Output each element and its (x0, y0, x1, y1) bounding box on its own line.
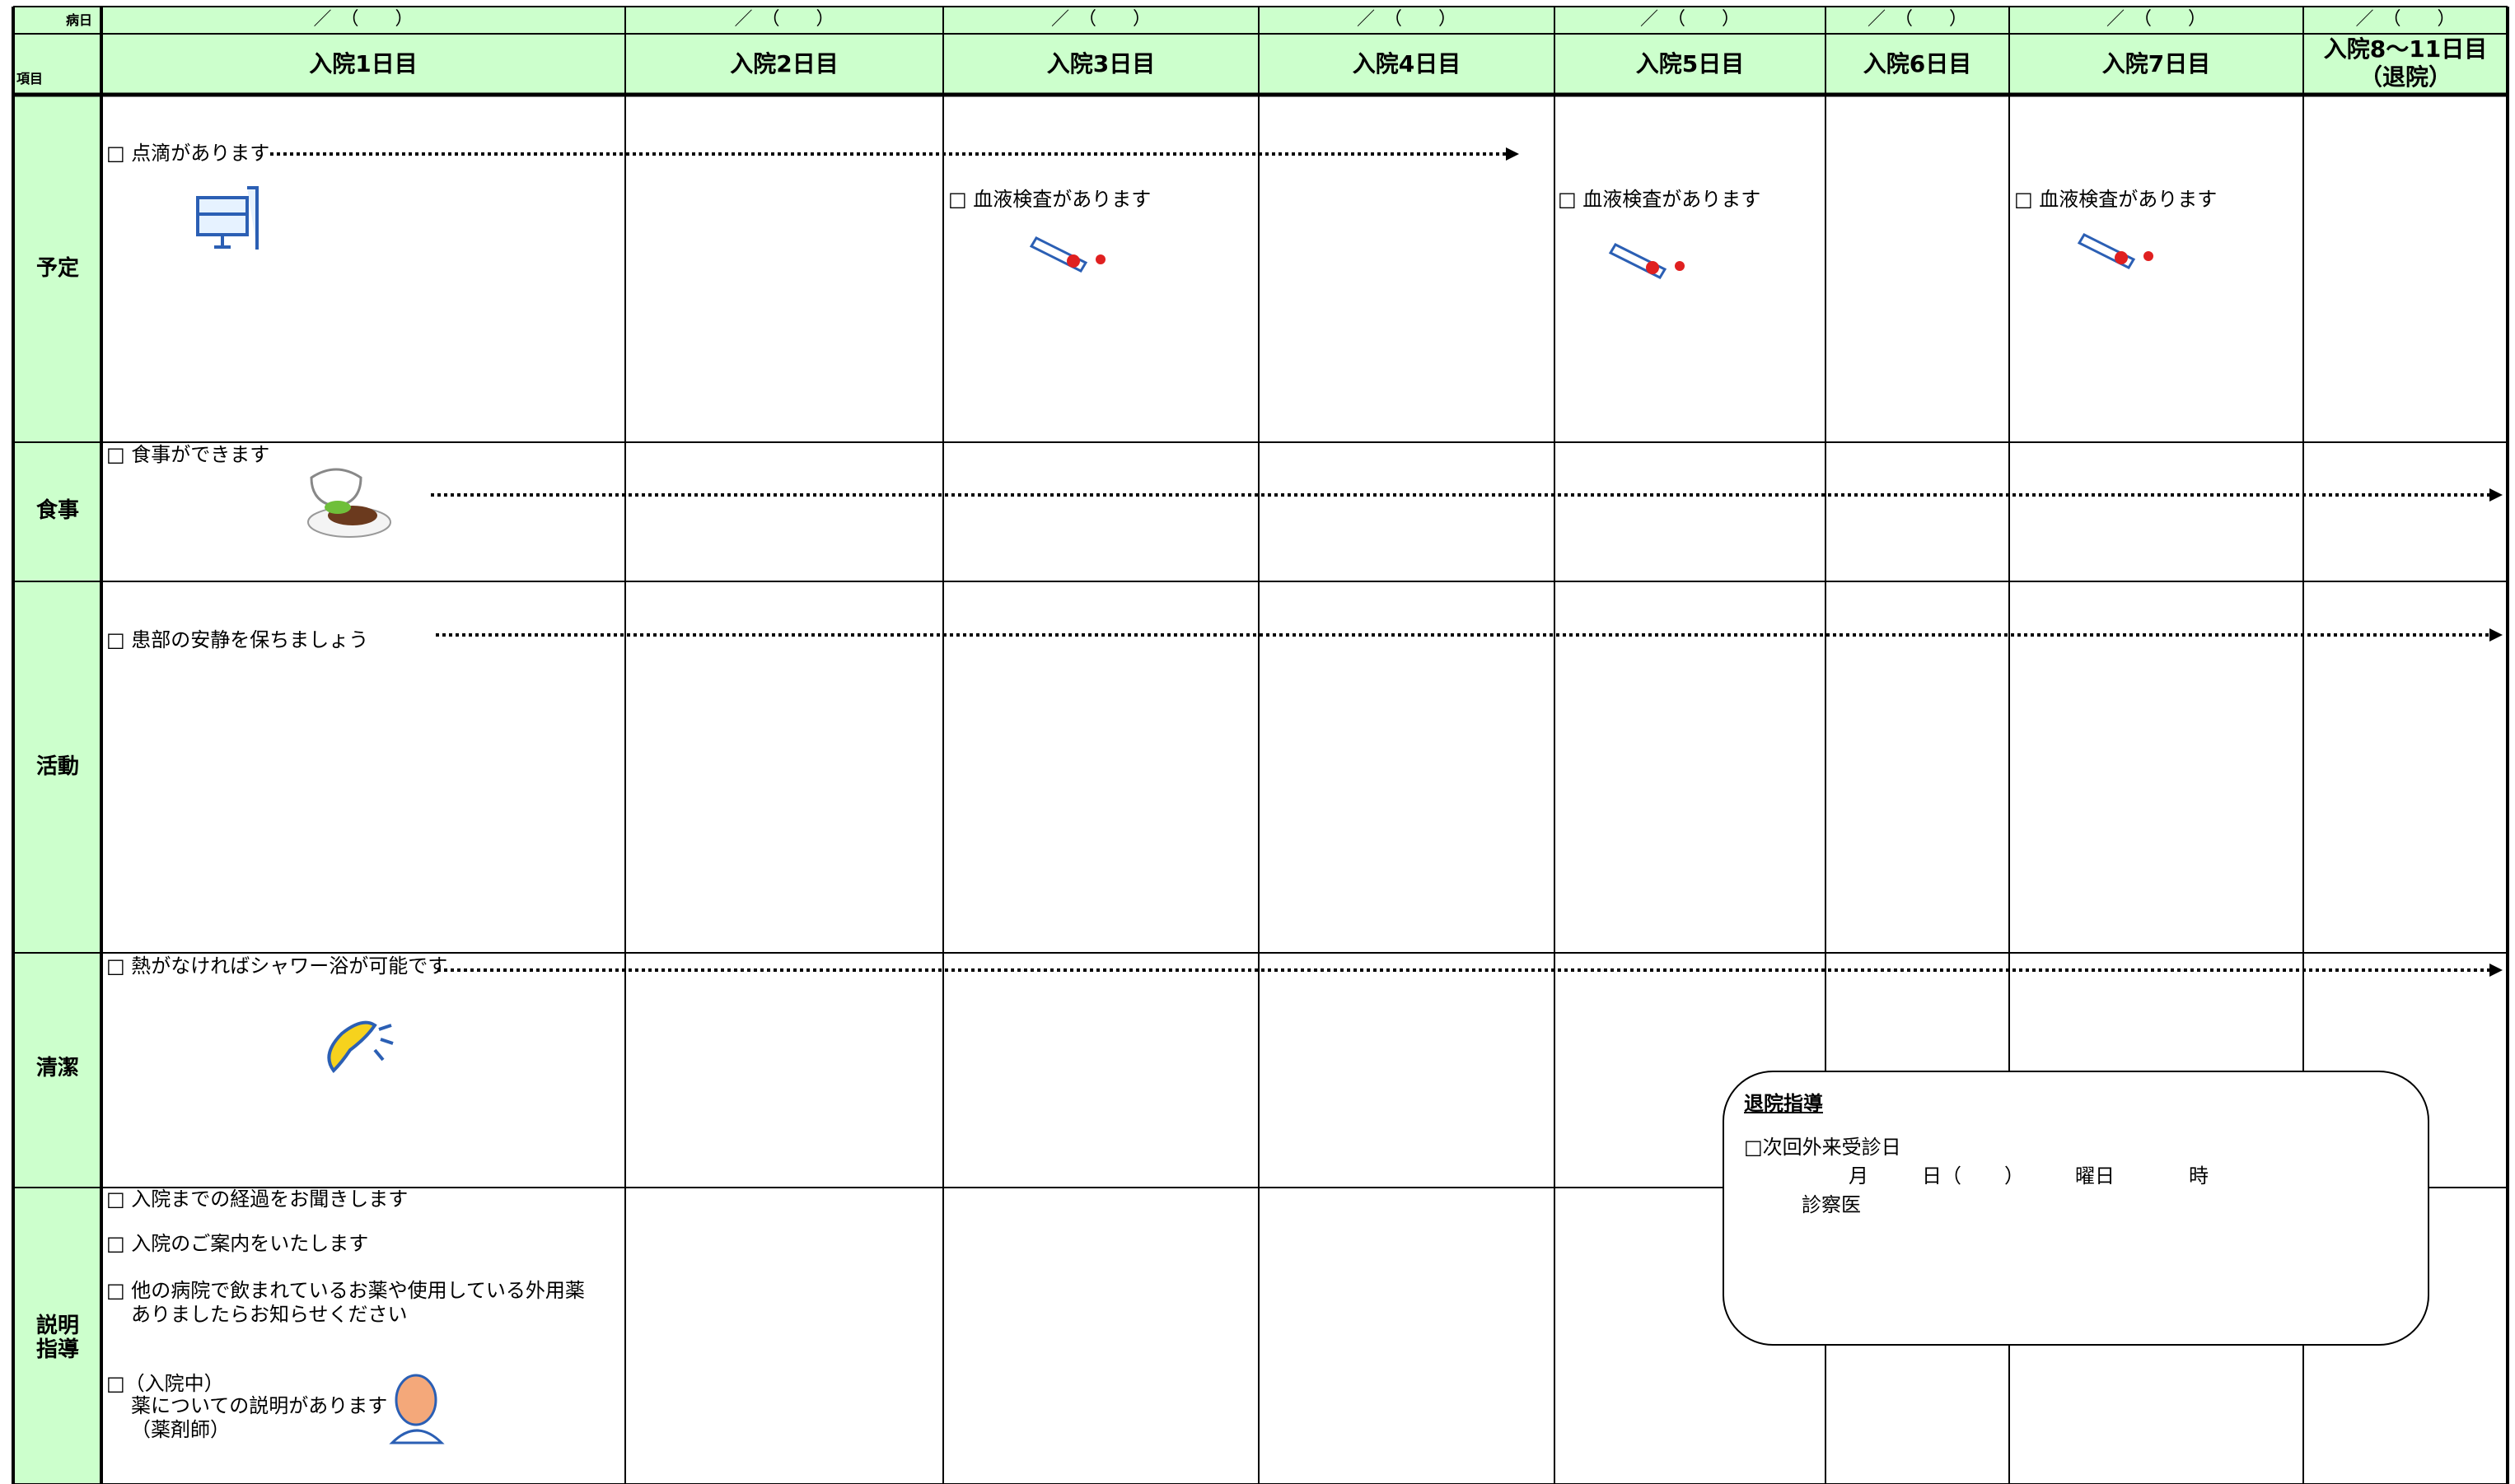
label-column (13, 7, 101, 1484)
arrow-head (1506, 147, 1519, 161)
date-field: 時 (2189, 1164, 2209, 1188)
day-header: 入院6日目 (1863, 50, 1972, 77)
food-icon (325, 501, 351, 514)
date-field: 日（ (1922, 1164, 1961, 1188)
discharge-box (1723, 1071, 2429, 1346)
corner-label: 病日 (65, 12, 92, 28)
day-header: 入院5日目 (1635, 50, 1745, 77)
blood-drop (1096, 254, 1106, 264)
blood-drop (1646, 261, 1659, 274)
date-field: ） (2004, 1164, 2024, 1188)
discharge-doctor: 診察医 (1802, 1193, 1861, 1216)
arrow-head (2489, 628, 2503, 642)
instruction-item: ありましたらお知らせください (131, 1303, 408, 1326)
day-header: 入院8～11日目 (2323, 35, 2488, 63)
rice-bowl-icon (310, 468, 362, 508)
day-header: 入院4日目 (1352, 50, 1461, 77)
instruction-item: □ 他の病院で飲まれているお薬や使用している外用薬 (106, 1279, 585, 1302)
schedule-item: □ 点滴があります (106, 142, 270, 165)
row-label: 予定 (35, 256, 79, 281)
date-cell: ／ （ ） (1356, 9, 1456, 30)
shower-icon (327, 1020, 394, 1074)
day-header: 入院3日目 (1046, 50, 1156, 77)
day-header-sub: （退院） (2358, 63, 2452, 91)
day-header: 入院2日目 (730, 50, 839, 77)
corner-label: 項目 (16, 71, 44, 86)
row-label: 説明 (35, 1314, 79, 1338)
iv-bag-icon (196, 186, 259, 250)
schedule-item: □ 血液検査があります (1558, 188, 1761, 211)
blood-drop (1067, 254, 1080, 268)
discharge-title: 退院指導 (1744, 1092, 1823, 1115)
day-header: 入院7日目 (2101, 50, 2211, 77)
date-cell: ／ （ ） (1639, 9, 1740, 30)
arrow-head (2489, 964, 2503, 977)
instruction-item: （薬剤師） (131, 1418, 230, 1441)
arrow-head (2489, 488, 2503, 502)
date-cell: ／ （ ） (2106, 9, 2206, 30)
day-header: 入院1日目 (309, 50, 418, 77)
blood-drop (2143, 251, 2153, 261)
blood-drop (2115, 251, 2128, 264)
date-field: 曜日 (2075, 1164, 2115, 1188)
hygiene-item: □ 熱がなければシャワー浴が可能です (106, 954, 448, 978)
row-label: 指導 (35, 1337, 79, 1362)
date-cell: ／ （ ） (1050, 9, 1151, 30)
date-cell: ／ （ ） (2355, 9, 2456, 30)
pharmacist-icon (389, 1429, 445, 1444)
row-label: 食事 (35, 498, 79, 523)
blood-drop (1675, 261, 1685, 271)
instruction-item: 薬についての説明があります (131, 1394, 388, 1417)
row-label: 清潔 (35, 1056, 79, 1080)
date-cell: ／ （ ） (1867, 9, 1967, 30)
date-field: 月 (1849, 1164, 1868, 1188)
pharmacist-icon (395, 1374, 437, 1426)
discharge-item: □次回外来受診日 (1744, 1136, 1901, 1159)
row-label: 活動 (35, 754, 79, 779)
instruction-item: □（入院中） (106, 1372, 224, 1395)
header-band (101, 7, 2508, 95)
instruction-item: □ 入院までの経過をお聞きします (106, 1188, 409, 1211)
activity-item: □ 患部の安静を保ちましょう (106, 628, 369, 651)
date-cell: ／ （ ） (313, 9, 414, 30)
instruction-item: □ 入院のご案内をいたします (106, 1232, 369, 1255)
date-cell: ／ （ ） (734, 9, 834, 30)
schedule-item: □ 血液検査があります (2014, 188, 2218, 211)
meal-item: □ 食事ができます (106, 443, 270, 466)
schedule-item: □ 血液検査があります (948, 188, 1152, 211)
